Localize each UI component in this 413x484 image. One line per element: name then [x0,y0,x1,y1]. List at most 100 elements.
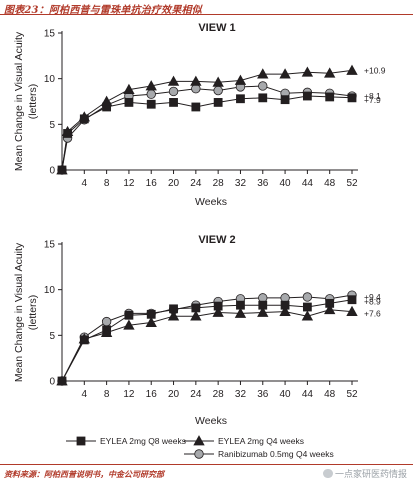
data-point-square [213,98,223,107]
data-point-triangle [346,305,358,316]
data-point-triangle [190,310,202,321]
data-point-triangle [123,319,135,330]
data-point-triangle [234,307,247,318]
data-point-triangle [78,333,90,344]
x-tick-label: 20 [168,389,180,400]
data-point-triangle [279,68,291,79]
x-tick-label: 20 [168,178,180,189]
y-axis-label: Mean Change in Visual Acuity [13,242,25,382]
y-axis-label-unit: (letters) [27,295,39,331]
series-points-triangle [56,64,358,175]
data-point-square [191,102,201,112]
x-tick-label: 24 [190,389,202,400]
data-point-square [302,302,312,312]
x-tick-label: 32 [235,178,247,189]
data-point-circle [302,292,313,302]
x-tick-label: 16 [146,389,158,400]
x-tick-label: 48 [324,178,336,189]
data-point-triangle [257,68,269,79]
figure-footer: 资料来源：阿柏西普说明书，中金公司研究部 一点家研医药情报 [0,464,413,484]
end-value-label: +9.4 [364,292,381,302]
data-point-triangle [145,316,157,327]
watermark: 一点家研医药情报 [322,467,407,480]
watermark-text: 一点家研医药情报 [334,469,407,479]
data-point-triangle [123,83,135,95]
data-point-triangle [212,306,224,317]
figure-header: 图表23：阿柏西普与雷珠单抗治疗效果相似 [0,0,413,16]
x-tick-label: 28 [213,178,225,189]
data-point-triangle [212,76,224,87]
x-tick-label: 52 [346,389,358,400]
data-point-triangle [190,75,202,86]
data-point-square [236,94,245,104]
x-tick-label: 52 [346,178,358,189]
data-point-triangle [324,303,336,315]
series-line-triangle [61,69,353,171]
end-value-label: +8.1 [364,91,381,101]
data-point-square [280,95,290,105]
data-point-triangle [145,80,157,91]
legend-label: EYLEA 2mg Q4 weeks [218,436,304,446]
data-point-triangle [56,375,68,386]
data-point-triangle [100,326,113,337]
x-tick-label: 40 [280,178,292,189]
y-tick-label: 0 [49,166,55,177]
data-point-triangle [61,125,74,137]
x-tick-label: 32 [235,389,247,400]
chart-title: VIEW 2 [198,234,235,246]
data-point-triangle [346,64,358,75]
y-axis-label-unit: (letters) [27,84,39,120]
data-point-triangle [78,111,90,122]
data-point-square [347,93,357,103]
x-axis-label: Weeks [195,196,227,208]
data-point-circle [101,316,112,327]
figure-title: 图表23：阿柏西普与雷珠单抗治疗效果相似 [4,5,202,16]
y-tick-label: 15 [44,29,56,40]
end-value-label: +10.9 [364,65,386,75]
data-point-triangle [234,74,247,85]
data-point-triangle [56,164,68,175]
x-tick-label: 12 [123,178,135,189]
data-point-circle [213,85,223,96]
data-point-square [325,92,335,102]
wechat-icon [322,469,333,478]
series-line-square [61,299,353,382]
data-point-triangle [301,310,314,321]
data-point-triangle [100,95,113,106]
data-point-square [124,310,134,320]
chart-legend: EYLEA 2mg Q8 weeks EYLEA 2mg Q4 weeks Rani… [66,435,334,459]
data-point-square [146,99,156,109]
series-points-triangle [56,303,358,386]
data-point-triangle [257,306,269,317]
data-point-square [258,93,268,103]
x-tick-label: 24 [190,178,202,189]
y-tick-label: 5 [49,331,55,342]
data-point-triangle [167,310,180,321]
x-tick-label: 16 [146,178,158,189]
x-tick-label: 4 [82,178,88,189]
source-note: 资料来源：阿柏西普说明书，中金公司研究部 [4,469,164,479]
end-value-label: +7.9 [364,95,381,105]
y-tick-label: 5 [49,120,55,131]
end-value-label: +7.6 [364,309,381,319]
x-axis-label: Weeks [195,415,227,427]
y-axis-label: Mean Change in Visual Acuity [13,31,25,171]
data-point-circle [146,89,156,99]
y-tick-label: 0 [49,377,55,388]
x-tick-label: 4 [82,389,88,400]
data-point-square [347,295,357,305]
header-divider [0,14,413,15]
data-point-triangle [301,66,314,77]
y-tick-label: 10 [44,74,56,85]
chart-title: VIEW 1 [198,22,235,34]
legend-marker-square [76,436,86,446]
footer-divider [0,464,413,465]
x-tick-label: 8 [104,389,110,400]
x-tick-label: 44 [302,389,314,400]
data-point-circle [258,81,268,91]
data-point-square [169,98,178,107]
x-tick-label: 36 [257,178,269,189]
x-tick-label: 40 [280,389,292,400]
